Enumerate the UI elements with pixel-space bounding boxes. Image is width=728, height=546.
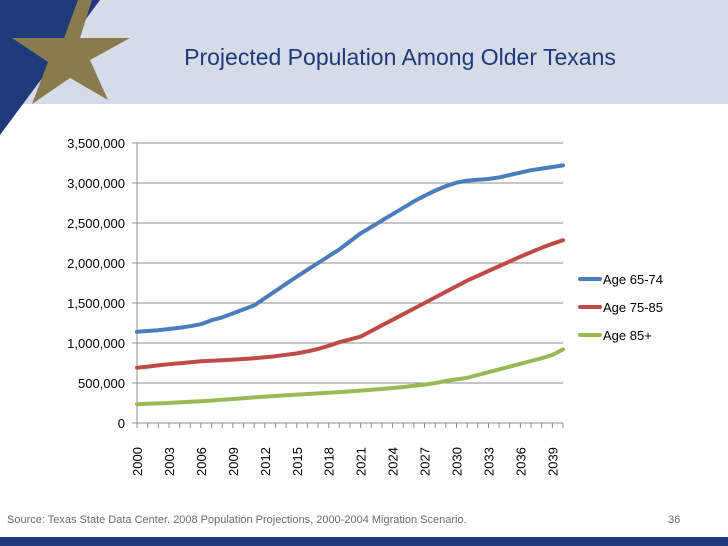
slide-number: 36 (668, 514, 681, 526)
x-tick-label: 2009 (226, 447, 241, 476)
x-tick-label: 2021 (354, 447, 369, 476)
series-line-2 (135, 238, 565, 370)
y-tick-label: 3,000,000 (67, 176, 125, 191)
y-tick-label: 500,000 (78, 376, 125, 391)
x-tick-label: 2003 (162, 447, 177, 476)
source-note: Source: Texas State Data Center. 2008 Po… (7, 514, 467, 526)
x-tick-label: 2000 (130, 447, 145, 476)
x-tick-label: 2015 (290, 447, 305, 476)
y-tick-label: 3,500,000 (67, 136, 125, 151)
series-line-3 (135, 347, 565, 407)
x-tick-labels: 2000 2003 2006 2009 2012 2015 2018 2021 2024 2027… (130, 447, 560, 476)
x-tick-label: 2018 (322, 447, 337, 476)
series-lines (135, 163, 565, 407)
star-icon (12, 0, 130, 104)
legend-label: Age 75-85 (603, 300, 663, 315)
x-tick-label: 2030 (450, 447, 465, 476)
y-tick-label: 1,500,000 (67, 296, 125, 311)
x-tick-label: 2024 (386, 447, 401, 476)
line-chart: 0 500,000 1,000,000 1,500,000 2,000,000 2,500… (67, 136, 663, 476)
legend: Age 65-74 Age 75-85 Age 85+ (578, 272, 663, 343)
x-tick-label: 2027 (418, 447, 433, 476)
y-tick-label: 1,000,000 (67, 336, 125, 351)
legend-label: Age 65-74 (603, 272, 663, 287)
series-line-1 (135, 163, 565, 334)
y-tick-label: 2,500,000 (67, 216, 125, 231)
x-tick-label: 2036 (513, 447, 528, 476)
legend-label: Age 85+ (603, 328, 652, 343)
slide-title: Projected Population Among Older Texans (184, 44, 616, 70)
y-tick-labels: 0 500,000 1,000,000 1,500,000 2,000,000 2,500… (67, 136, 125, 431)
x-tick-label: 2006 (194, 447, 209, 476)
x-tick-label: 2039 (545, 447, 560, 476)
y-tick-label: 0 (118, 416, 125, 431)
header-band (0, 0, 728, 104)
axes (136, 143, 564, 428)
texas-star-logo (0, 0, 130, 135)
bottom-bar (0, 537, 728, 546)
x-tick-label: 2033 (481, 447, 496, 476)
x-tick-label: 2012 (258, 447, 273, 476)
gridlines (132, 142, 563, 424)
y-tick-label: 2,000,000 (67, 256, 125, 271)
